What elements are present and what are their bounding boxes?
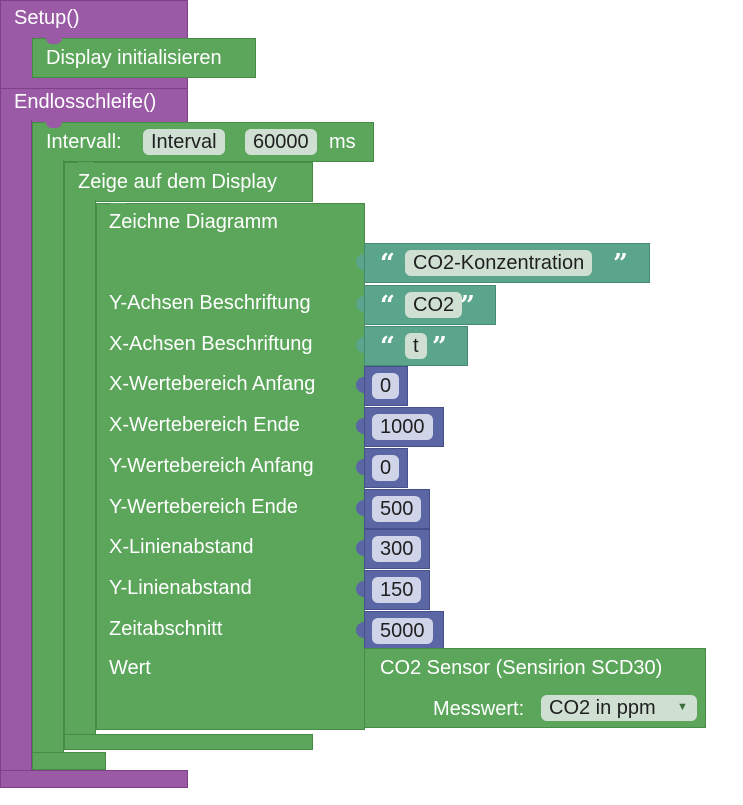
show-display-bottom: [64, 734, 313, 750]
sensor-plug: [356, 659, 364, 675]
sensor-label: CO2 Sensor (Sensirion SCD30): [380, 657, 663, 679]
diagram-row-number-field[interactable]: 1000: [372, 414, 433, 440]
value-label: Wert: [109, 657, 151, 679]
diagram-row-label: Y-Wertebereich Ende: [109, 496, 299, 518]
display-init-label: Display initialisieren: [46, 47, 222, 69]
diagram-notch: [110, 203, 126, 209]
diagram-row-number-field[interactable]: 5000: [372, 618, 433, 644]
interval-unit-label: ms: [329, 131, 356, 153]
diagram-row-plug: [356, 500, 364, 516]
diagram-row-label: X-Achsen Beschriftung: [109, 333, 313, 355]
diagram-row-plug: [356, 337, 364, 353]
open-quote-icon: “: [380, 332, 395, 362]
title-plug: [356, 254, 364, 270]
diagram-row-plug: [356, 622, 364, 638]
triangle-down-icon[interactable]: ▼: [677, 701, 688, 713]
diagram-row-plug: [356, 540, 364, 556]
diagram-row-label: Y-Linienabstand: [109, 577, 252, 599]
title-text-field[interactable]: CO2-Konzentration: [405, 250, 593, 276]
loop-block-bottom: [0, 770, 188, 788]
diagram-row-text-field[interactable]: CO2: [405, 292, 463, 318]
sensor-measure-value: CO2 in ppm: [549, 697, 656, 719]
show-display-notch: [78, 162, 94, 168]
diagram-row-number-field[interactable]: 0: [372, 373, 400, 399]
close-quote-icon: ”: [432, 332, 447, 362]
diagram-label: Zeichne Diagramm: [109, 211, 278, 233]
interval-label: Intervall:: [46, 131, 122, 153]
open-quote-icon: “: [380, 249, 395, 279]
interval-notch: [46, 122, 62, 128]
show-display-block[interactable]: [64, 162, 313, 202]
close-quote-icon: ”: [613, 249, 628, 279]
sensor-measure-label: Messwert:: [433, 698, 525, 720]
interval-block-bottom: [32, 752, 106, 770]
diagram-row-number-field[interactable]: 300: [372, 536, 422, 562]
diagram-row-plug: [356, 296, 364, 312]
diagram-row-number-field[interactable]: 500: [372, 496, 422, 522]
diagram-row-label: Y-Achsen Beschriftung: [109, 292, 311, 314]
interval-name-field[interactable]: Interval: [143, 129, 225, 155]
sensor-measure-dropdown[interactable]: CO2 in ppm: [541, 695, 697, 721]
display-init-block[interactable]: [32, 38, 256, 78]
show-display-spine: [64, 200, 96, 738]
close-quote-icon: ”: [460, 291, 475, 321]
diagram-row-label: X-Wertebereich Ende: [109, 414, 300, 436]
diagram-row-plug: [356, 377, 364, 393]
diagram-row-number-field[interactable]: 0: [372, 455, 400, 481]
diagram-row-plug: [356, 418, 364, 434]
setup-label: Setup(): [14, 7, 80, 29]
diagram-row-label: X-Linienabstand: [109, 536, 254, 558]
interval-value-field[interactable]: 60000: [245, 129, 317, 155]
diagram-row-label: Zeitabschnitt: [109, 618, 223, 640]
diagram-row-label: Y-Wertebereich Anfang: [109, 455, 314, 477]
diagram-row-label: X-Wertebereich Anfang: [109, 373, 316, 395]
show-display-label: Zeige auf dem Display: [78, 171, 277, 193]
diagram-row-number-block[interactable]: [364, 448, 408, 488]
diagram-row-plug: [356, 459, 364, 475]
loop-label: Endlosschleife(): [14, 91, 157, 113]
interval-block-spine: [32, 160, 64, 756]
open-quote-icon: “: [380, 291, 395, 321]
diagram-row-text-field[interactable]: t: [405, 333, 427, 359]
display-init-notch: [46, 38, 62, 44]
loop-block-spine: [0, 120, 32, 772]
diagram-row-plug: [356, 581, 364, 597]
diagram-row-number-field[interactable]: 150: [372, 577, 422, 603]
